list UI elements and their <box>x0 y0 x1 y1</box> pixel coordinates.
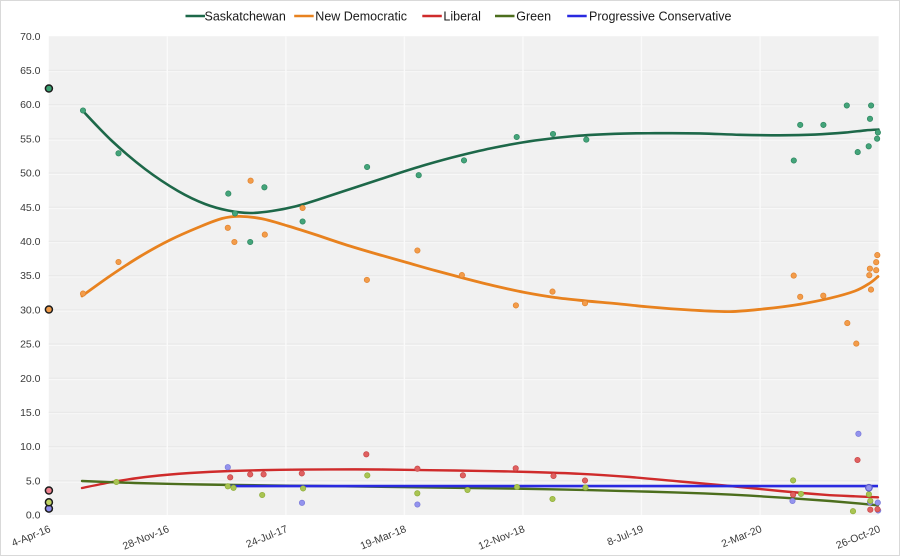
svg-text:Saskatchewan: Saskatchewan <box>205 9 286 23</box>
svg-text:10.0: 10.0 <box>20 441 41 453</box>
svg-text:60.0: 60.0 <box>20 99 41 111</box>
svg-text:15.0: 15.0 <box>20 407 41 419</box>
svg-text:Liberal: Liberal <box>443 9 481 23</box>
svg-text:40.0: 40.0 <box>20 236 41 248</box>
svg-text:New Democratic: New Democratic <box>315 9 407 23</box>
svg-text:70.0: 70.0 <box>20 31 41 43</box>
svg-text:Progressive Conservative: Progressive Conservative <box>589 9 731 23</box>
svg-text:20.0: 20.0 <box>20 373 41 385</box>
svg-text:25.0: 25.0 <box>20 339 41 351</box>
svg-text:35.0: 35.0 <box>20 270 41 282</box>
svg-text:30.0: 30.0 <box>20 304 41 316</box>
svg-text:45.0: 45.0 <box>20 202 41 214</box>
svg-text:65.0: 65.0 <box>20 65 41 77</box>
svg-text:5.0: 5.0 <box>26 475 41 487</box>
svg-text:55.0: 55.0 <box>20 133 41 145</box>
svg-text:0.0: 0.0 <box>26 510 41 522</box>
svg-text:Green: Green <box>516 9 551 23</box>
svg-text:50.0: 50.0 <box>20 168 41 180</box>
